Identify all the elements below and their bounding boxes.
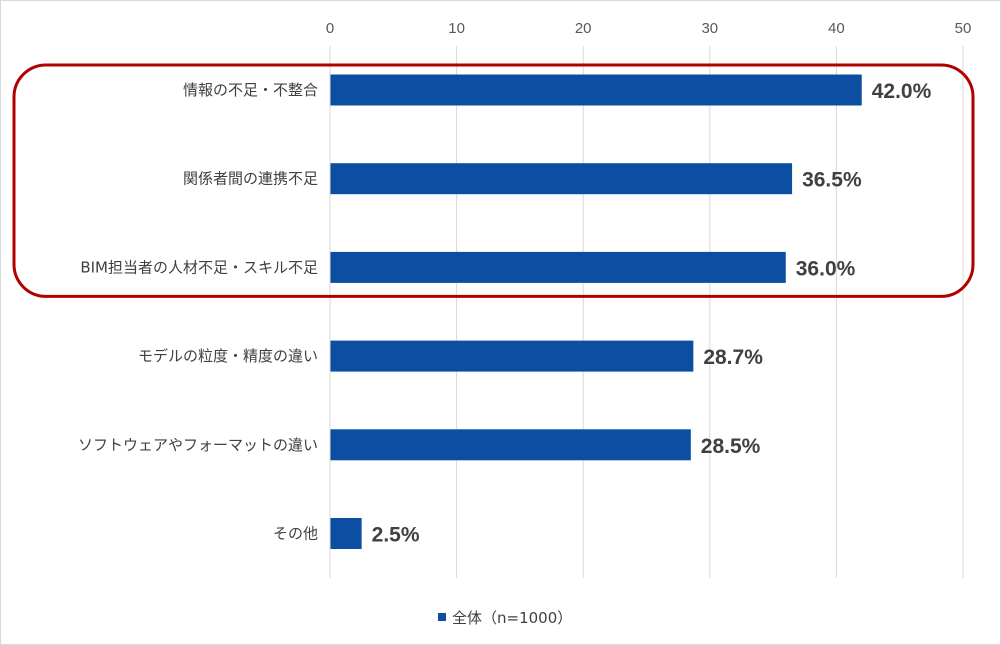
data-label: 42.0%: [872, 80, 932, 103]
bar: [330, 163, 793, 195]
x-tick-label: 0: [326, 20, 334, 37]
legend-label: 全体（n=1000）: [452, 609, 572, 627]
x-tick-label: 30: [701, 20, 718, 37]
x-tick-label: 10: [448, 20, 465, 37]
x-tick-label: 50: [955, 20, 972, 37]
bar: [330, 429, 691, 461]
data-label: 36.5%: [802, 169, 862, 192]
bar: [330, 251, 786, 283]
highlight-box: [12, 63, 975, 298]
legend-swatch: [438, 613, 446, 621]
x-tick-label: 20: [575, 20, 592, 37]
category-label: BIM担当者の人材不足・スキル不足: [80, 258, 318, 276]
x-tick-label: 40: [828, 20, 845, 37]
bar: [330, 340, 694, 372]
bar: [330, 518, 362, 549]
category-label: モデルの粒度・精度の違い: [138, 347, 318, 365]
data-label: 36.0%: [796, 257, 856, 280]
category-label: 情報の不足・不整合: [183, 81, 318, 99]
data-label: 28.7%: [703, 346, 763, 369]
category-label: ソフトウェアやフォーマットの違い: [78, 436, 318, 454]
data-label: 2.5%: [372, 524, 420, 547]
category-label: その他: [273, 525, 318, 543]
data-label: 28.5%: [701, 435, 761, 458]
category-label: 関係者間の連携不足: [183, 170, 318, 188]
bar: [330, 74, 862, 106]
